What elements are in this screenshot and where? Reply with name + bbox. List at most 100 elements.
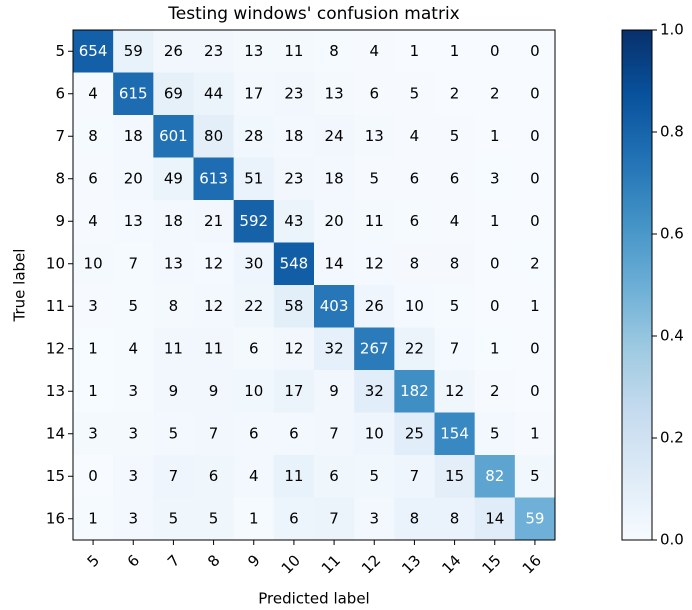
cell	[153, 412, 194, 456]
cell-label: 2	[450, 84, 460, 102]
x-tick-label: 12	[358, 551, 384, 577]
cell	[474, 242, 516, 286]
cell	[273, 30, 315, 73]
cell	[354, 455, 395, 498]
cell	[273, 242, 315, 286]
cell-label: 23	[284, 169, 303, 187]
cell-label: 4	[369, 42, 379, 60]
cell-label: 11	[164, 339, 183, 357]
cell-label: 49	[164, 169, 183, 187]
cell	[73, 285, 114, 328]
cell-label: 7	[209, 424, 219, 442]
cell-label: 9	[169, 382, 179, 400]
x-axis-label: Predicted label	[258, 590, 369, 608]
cell	[153, 327, 194, 371]
y-axis-label: True label	[11, 249, 29, 323]
cell	[434, 30, 476, 73]
cell-label: 3	[490, 169, 500, 187]
cell	[514, 200, 556, 243]
cell-label: 15	[445, 467, 464, 485]
cell-label: 20	[325, 212, 344, 230]
cell	[394, 285, 435, 328]
cell-label: 58	[284, 297, 303, 315]
cell	[273, 285, 315, 328]
y-tick-label: 14	[46, 424, 65, 442]
cell	[434, 412, 476, 456]
cell-label: 11	[365, 212, 384, 230]
cell	[193, 455, 235, 498]
cell-label: 30	[244, 254, 263, 272]
cell	[434, 200, 476, 243]
cell-label: 5	[169, 509, 179, 527]
cell	[514, 455, 556, 498]
x-tick-label: 11	[318, 551, 344, 577]
cell	[113, 115, 154, 158]
cell	[354, 30, 395, 73]
cell-label: 80	[204, 127, 223, 145]
cell-label: 8	[169, 297, 179, 315]
cell-label: 2	[490, 84, 500, 102]
cell	[314, 497, 355, 541]
cell	[434, 497, 476, 541]
cell	[73, 200, 114, 243]
cell-label: 14	[485, 509, 504, 527]
y-tick-label: 16	[46, 509, 65, 527]
cell-label: 8	[410, 254, 420, 272]
cell-label: 0	[530, 339, 540, 357]
cell	[434, 285, 476, 328]
cell-label: 5	[490, 424, 500, 442]
cell	[113, 72, 154, 116]
cell-label: 18	[325, 169, 344, 187]
cell	[233, 455, 275, 498]
y-tick-label: 7	[55, 127, 65, 145]
plot-frame	[72, 29, 556, 541]
cell-label: 4	[450, 212, 460, 230]
cell-label: 0	[530, 169, 540, 187]
colorbar-tick-label: 0.6	[660, 225, 684, 243]
cell-label: 548	[280, 254, 309, 272]
cell	[514, 72, 556, 116]
cell	[193, 412, 235, 456]
cell	[434, 370, 476, 413]
cell	[514, 115, 556, 158]
cell-label: 3	[128, 467, 138, 485]
cell	[354, 157, 395, 201]
cell	[354, 327, 395, 371]
cell	[73, 157, 114, 201]
cell-label: 11	[204, 339, 223, 357]
colorbar-tick-label: 0.4	[660, 327, 684, 345]
cell-label: 12	[365, 254, 384, 272]
cell	[193, 497, 235, 541]
cell-label: 5	[128, 297, 138, 315]
cell-label: 12	[204, 297, 223, 315]
cell-label: 7	[450, 339, 460, 357]
cell	[354, 370, 395, 413]
cell-label: 1	[410, 42, 420, 60]
cell	[434, 327, 476, 371]
cell	[233, 30, 275, 73]
cell-label: 3	[88, 424, 98, 442]
cell-label: 17	[284, 382, 303, 400]
cell	[73, 497, 114, 541]
cell-label: 7	[169, 467, 179, 485]
cell	[73, 455, 114, 498]
cell-label: 11	[284, 42, 303, 60]
cell	[314, 370, 355, 413]
cell	[273, 327, 315, 371]
cell-label: 5	[169, 424, 179, 442]
cell	[233, 327, 275, 371]
cell	[193, 72, 235, 116]
cell	[474, 157, 516, 201]
cell	[474, 285, 516, 328]
cell	[394, 157, 435, 201]
cell-label: 4	[249, 467, 259, 485]
cell	[354, 242, 395, 286]
cell	[514, 30, 556, 73]
cell-label: 26	[164, 42, 183, 60]
cell-label: 32	[325, 339, 344, 357]
cell-label: 12	[204, 254, 223, 272]
cell	[273, 455, 315, 498]
cell-label: 12	[284, 339, 303, 357]
cell	[73, 412, 114, 456]
cell	[273, 115, 315, 158]
